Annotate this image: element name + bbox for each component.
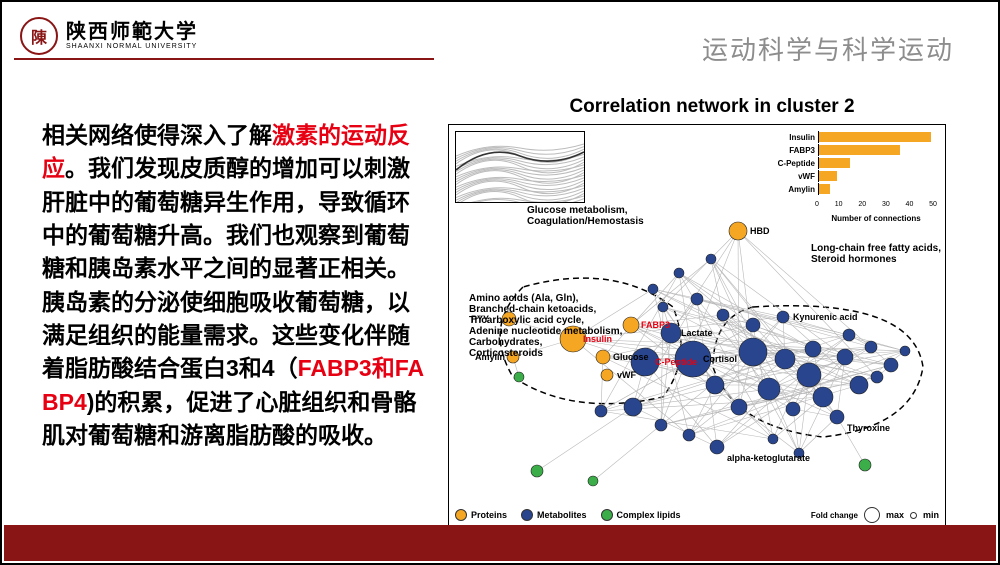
svg-text:vWF: vWF <box>617 370 637 380</box>
figure-title: Correlation network in cluster 2 <box>448 96 976 118</box>
svg-text:FABP3: FABP3 <box>641 320 670 330</box>
inset-svg <box>456 132 584 202</box>
para-t3: )的积累，促进了心脏组织和骨骼肌对葡萄糖和游离脂肪酸的吸收。 <box>42 389 416 448</box>
fold-min-circle <box>910 512 917 519</box>
bar-row: vWF <box>767 170 937 182</box>
fold-max-label: max <box>886 510 904 520</box>
fold-change-legend: Fold change max min <box>811 507 939 523</box>
bar-row: Insulin <box>767 131 937 143</box>
svg-text:Lactate: Lactate <box>681 328 713 338</box>
legend-item: Complex lipids <box>601 509 681 521</box>
slide-body: 相关网络使得深入了解激素的运动反应。我们发现皮质醇的增加可以刺激肝脏中的葡萄糖异… <box>2 96 998 513</box>
svg-text:Cortisol: Cortisol <box>703 354 737 364</box>
bar-row: Amylin <box>767 183 937 195</box>
fold-title: Fold change <box>811 511 858 520</box>
region-label: Long-chain free fatty acids,Steroid horm… <box>811 243 941 265</box>
bar-label: C-Peptide <box>767 159 818 168</box>
legend-item: Metabolites <box>521 509 587 521</box>
para-t1: 相关网络使得深入了解 <box>42 122 272 148</box>
svg-text:HBD: HBD <box>750 226 770 236</box>
header-underline <box>14 58 434 60</box>
footer-band <box>4 525 996 561</box>
bar-row: FABP3 <box>767 144 937 156</box>
logo-icon: 陳 <box>20 17 58 55</box>
legend-item: Proteins <box>455 509 507 521</box>
svg-text:Thyroxine: Thyroxine <box>847 423 890 433</box>
fold-min-label: min <box>923 510 939 520</box>
region-label: Amino acids (Ala, Gln),Branched-chain ke… <box>469 293 622 359</box>
bar-label: Amylin <box>767 185 818 194</box>
region-label: Glucose metabolism,Coagulation/Hemostasi… <box>527 205 644 227</box>
para-t2: 。我们发现皮质醇的增加可以刺激肝脏中的葡萄糖异生作用，导致循环中的葡萄糖升高。我… <box>42 155 410 381</box>
figure-box: InsulinFABP3C-PeptidevWFAmylin 010203040… <box>448 124 946 534</box>
slide: 陳 陕西师範大学 SHAANXI NORMAL UNIVERSITY 运动科学与… <box>0 0 1000 565</box>
bar-label: vWF <box>767 172 818 181</box>
slide-header: 陳 陕西师範大学 SHAANXI NORMAL UNIVERSITY 运动科学与… <box>2 12 998 60</box>
bar-label: Insulin <box>767 133 818 142</box>
university-name-cn: 陕西师範大学 <box>66 22 198 43</box>
inset-trajectories <box>455 131 585 203</box>
main-paragraph: 相关网络使得深入了解激素的运动反应。我们发现皮质醇的增加可以刺激肝脏中的葡萄糖异… <box>42 119 432 452</box>
university-name-en: SHAANXI NORMAL UNIVERSITY <box>66 43 198 50</box>
svg-text:C-Peptide: C-Peptide <box>655 357 697 367</box>
figure-column: Correlation network in cluster 2 Insulin… <box>442 96 998 513</box>
bar-label: FABP3 <box>767 146 818 155</box>
university-name: 陕西师範大学 SHAANXI NORMAL UNIVERSITY <box>66 22 198 50</box>
slide-title: 运动科学与科学运动 <box>702 30 954 67</box>
logo-char: 陳 <box>31 24 47 48</box>
connections-bar-chart: InsulinFABP3C-PeptidevWFAmylin 010203040… <box>767 131 937 211</box>
fold-max-circle <box>864 507 880 523</box>
bar-row: C-Peptide <box>767 157 937 169</box>
svg-text:alpha-ketoglutarate: alpha-ketoglutarate <box>727 453 810 463</box>
text-column: 相关网络使得深入了解激素的运动反应。我们发现皮质醇的增加可以刺激肝脏中的葡萄糖异… <box>2 96 442 513</box>
svg-text:Kynurenic acid: Kynurenic acid <box>793 312 858 322</box>
university-logo: 陳 陕西师範大学 SHAANXI NORMAL UNIVERSITY <box>20 17 198 55</box>
